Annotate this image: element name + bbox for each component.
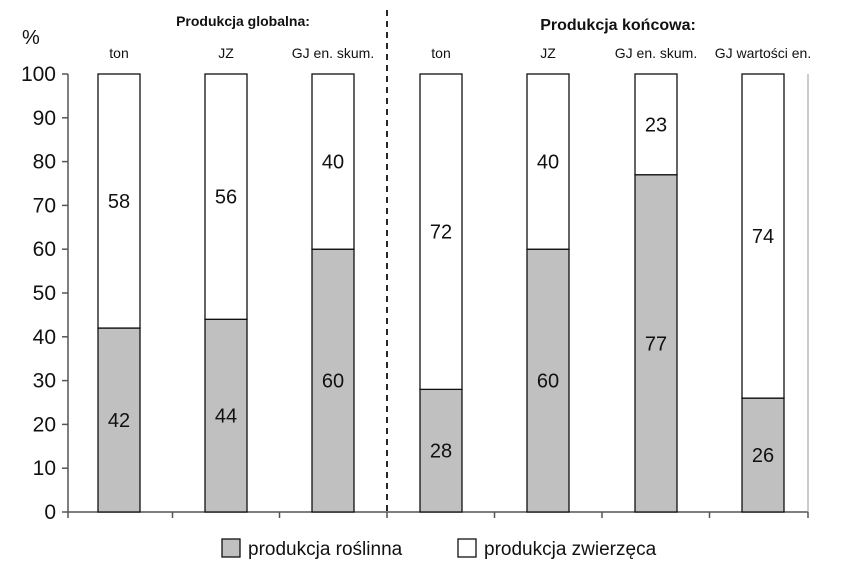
y-tick-label: 10 — [33, 457, 56, 480]
data-label-zwierzeca: 23 — [645, 114, 667, 136]
data-label-roslinna: 42 — [108, 410, 130, 432]
plot-area: 0 10 20 30 40 50 60 70 80 90 100 42 58 ton 44 56 JZ 60 40 G… — [21, 10, 811, 524]
y-tick-label: 80 — [33, 151, 56, 174]
y-axis-label: % — [22, 27, 40, 49]
group-title-final: Produkcja końcowa: — [540, 17, 696, 34]
y-tick-label: 60 — [33, 238, 56, 261]
y-tick-label: 40 — [33, 326, 56, 349]
group-title-global: Produkcja globalna: — [176, 13, 310, 29]
data-label-zwierzeca: 74 — [752, 226, 774, 248]
legend: produkcja roślinna produkcja zwierzęca — [221, 538, 657, 560]
bar-segment-zwierzeca — [204, 73, 248, 320]
bar-segment-zwierzeca — [311, 73, 355, 250]
data-label-roslinna: 60 — [537, 371, 559, 393]
category-label: JZ — [540, 45, 556, 61]
category-label: GJ en. skum. — [615, 45, 697, 61]
y-tick-label: 50 — [33, 282, 56, 305]
legend-swatch — [457, 538, 477, 558]
bar-segment-roslinna — [204, 318, 248, 513]
category-label: GJ wartości en. — [715, 45, 811, 61]
data-label-zwierzeca: 58 — [108, 191, 130, 213]
data-label-roslinna: 28 — [430, 441, 452, 463]
data-label-roslinna: 26 — [752, 445, 774, 467]
y-tick-label: 70 — [33, 194, 56, 217]
bar-segment-zwierzeca — [419, 73, 463, 391]
bar-segment-zwierzeca — [97, 73, 141, 329]
y-tick-label: 20 — [33, 413, 56, 436]
category-label: ton — [109, 45, 128, 61]
bar-segment-roslinna — [634, 174, 678, 513]
bar-segment-roslinna — [311, 248, 355, 513]
legend-swatch — [221, 538, 241, 558]
data-label-zwierzeca: 72 — [430, 222, 452, 244]
data-label-roslinna: 44 — [215, 406, 237, 428]
data-label-zwierzeca: 40 — [322, 152, 344, 174]
category-label: GJ en. skum. — [292, 45, 374, 61]
data-label-roslinna: 77 — [645, 333, 667, 355]
data-label-roslinna: 60 — [322, 371, 344, 393]
y-tick-label: 100 — [21, 63, 56, 86]
bar-segment-zwierzeca — [634, 73, 678, 176]
bar-segment-zwierzeca — [526, 73, 570, 250]
category-label: ton — [431, 45, 450, 61]
data-label-zwierzeca: 56 — [215, 187, 237, 209]
y-tick-label: 90 — [33, 107, 56, 130]
legend-label: produkcja roślinna — [248, 539, 403, 560]
category-label: JZ — [218, 45, 234, 61]
legend-label: produkcja zwierzęca — [484, 539, 657, 560]
y-tick-label: 0 — [44, 501, 56, 524]
data-label-zwierzeca: 40 — [537, 152, 559, 174]
bar-segment-roslinna — [741, 397, 785, 513]
bar-segment-zwierzeca — [741, 73, 785, 399]
bar-segment-roslinna — [526, 248, 570, 513]
y-tick-label: 30 — [33, 370, 56, 393]
